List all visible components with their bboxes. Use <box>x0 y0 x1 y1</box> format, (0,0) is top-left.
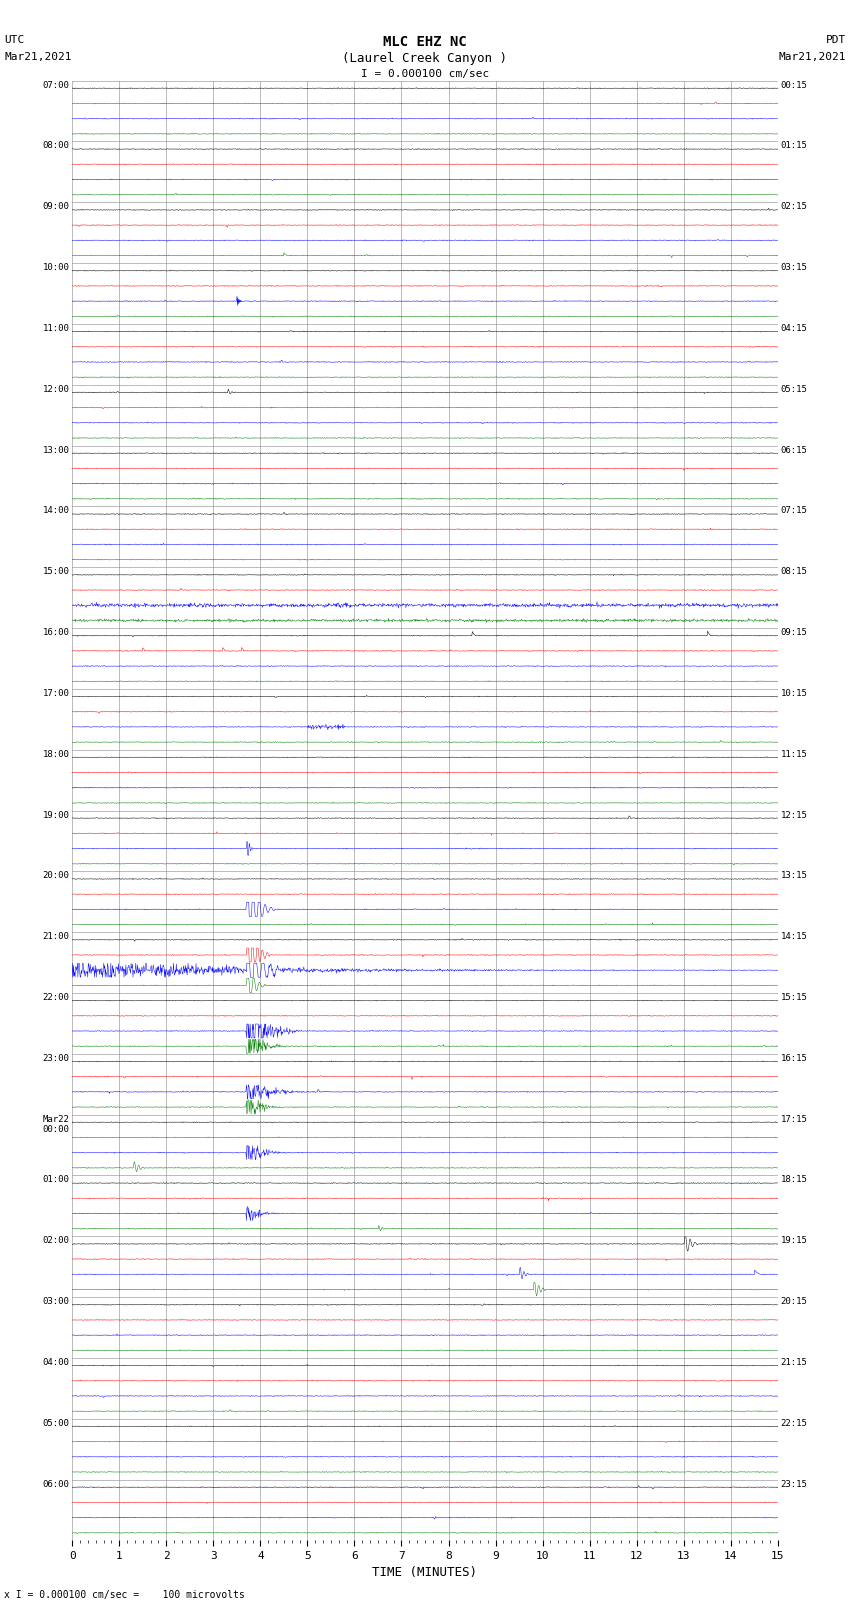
Text: PDT: PDT <box>825 35 846 45</box>
X-axis label: TIME (MINUTES): TIME (MINUTES) <box>372 1566 478 1579</box>
Text: UTC: UTC <box>4 35 25 45</box>
Text: MLC EHZ NC: MLC EHZ NC <box>383 35 467 50</box>
Text: Mar21,2021: Mar21,2021 <box>779 52 846 61</box>
Text: Mar21,2021: Mar21,2021 <box>4 52 71 61</box>
Text: I = 0.000100 cm/sec: I = 0.000100 cm/sec <box>361 69 489 79</box>
Text: x I = 0.000100 cm/sec =    100 microvolts: x I = 0.000100 cm/sec = 100 microvolts <box>4 1590 245 1600</box>
Text: (Laurel Creek Canyon ): (Laurel Creek Canyon ) <box>343 52 507 65</box>
